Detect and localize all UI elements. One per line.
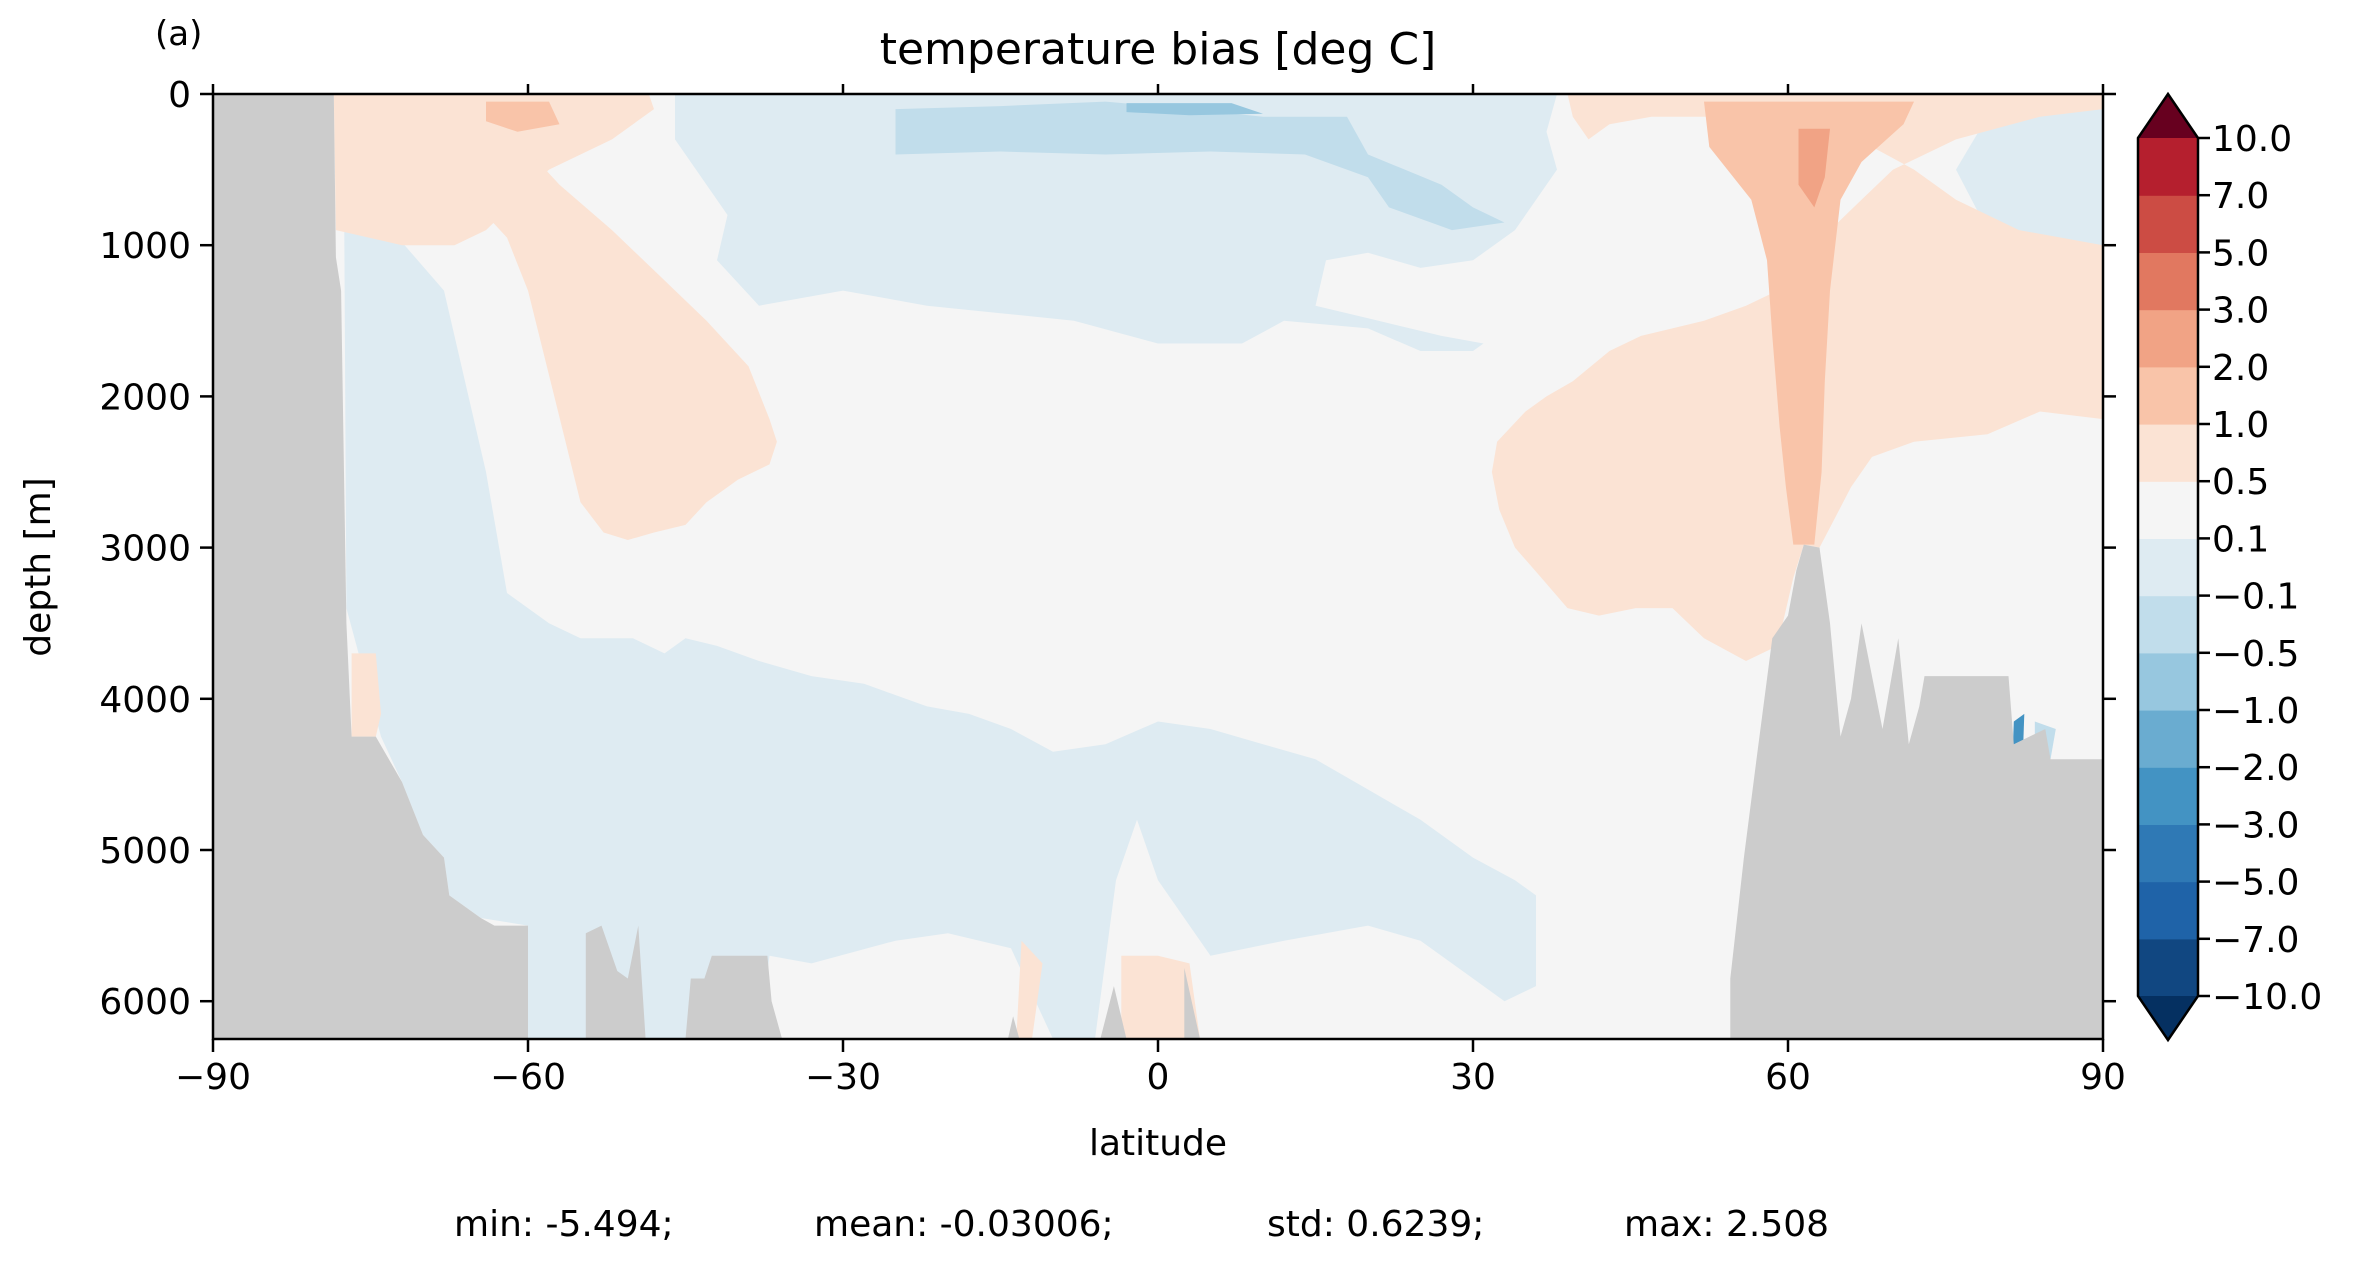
stat-min: min: -5.494; (454, 1204, 674, 1245)
y-tick-label: 4000 (99, 680, 191, 721)
colorbar-tick-label: 3.0 (2212, 291, 2269, 332)
colorbar-tick-label: 0.5 (2212, 462, 2269, 503)
colorbar-tick-label: 2.0 (2212, 348, 2269, 389)
stat-max: max: 2.508 (1624, 1204, 1829, 1245)
colorbar-tick-label: −2.0 (2212, 748, 2299, 789)
region-tropical-cold-core (1126, 103, 1263, 116)
y-tick-label: 0 (168, 75, 191, 116)
colorbar-segment (2138, 424, 2198, 482)
x-tick-label: 90 (2080, 1057, 2126, 1098)
colorbar-segment (2138, 481, 2198, 539)
region-tropical-cold-core (895, 101, 1505, 231)
colorbar-tick-label: 5.0 (2212, 233, 2269, 274)
region-land (1007, 1016, 1020, 1039)
region-land (1184, 967, 1200, 1039)
colorbar-tick-label: 10.0 (2212, 119, 2292, 160)
colorbar-tick-label: −1.0 (2212, 691, 2299, 732)
region-sst-warm-band (486, 101, 560, 132)
colorbar-tick-label: −3.0 (2212, 805, 2299, 846)
colorbar-tick-label: 0.1 (2212, 519, 2269, 560)
colorbar-segment (2138, 138, 2198, 196)
region-equatorial-deep-warm (1121, 955, 1200, 1039)
colorbar-segment (2138, 366, 2198, 425)
y-tick-label: 5000 (99, 831, 191, 872)
y-tick-label: 1000 (99, 226, 191, 267)
region-overflow-core (1798, 128, 1830, 208)
colorbar-under-arrow (2138, 996, 2198, 1040)
colorbar-segment (2138, 309, 2198, 368)
region-equatorial-deep-warm (1016, 940, 1043, 1039)
region-southern-mid-depth-warm (449, 131, 777, 541)
contour-regions (213, 94, 2103, 1039)
colorbar-segment (2138, 538, 2198, 597)
colorbar-segment (2138, 938, 2198, 997)
stats-line: min: -5.494; mean: -0.03006; std: 0.6239… (454, 1204, 1829, 1245)
y-axis-label: depth [m] (18, 477, 59, 656)
colorbar-segment (2138, 652, 2198, 711)
colorbar-segment (2138, 824, 2198, 883)
stat-std: std: 0.6239; (1267, 1204, 1484, 1245)
colorbar-tick-label: −0.1 (2212, 577, 2299, 618)
colorbar-tick-label: −5.0 (2212, 863, 2299, 904)
colorbar-segment (2138, 881, 2198, 940)
colorbar: −10.0 −7.0 −5.0 −3.0 −2.0 −1.0 −0.5 −0.1 0.1 0.5 1… (2136, 91, 2322, 1043)
region-southern-deep-cold (339, 199, 1536, 1039)
x-tick-label: 30 (1450, 1057, 1496, 1098)
colorbar-tick-label: −0.5 (2212, 634, 2299, 675)
colorbar-tick-label: 1.0 (2212, 405, 2269, 446)
colorbar-segment (2138, 252, 2198, 311)
colorbar-tick-label: −7.0 (2212, 920, 2299, 961)
colorbar-segment (2138, 595, 2198, 654)
plot-area: −90 −60 −30 0 30 60 90 0 1000 2000 3000 4000 5000 60… (99, 75, 2126, 1098)
y-tick-label: 2000 (99, 377, 191, 418)
x-tick-label: −90 (175, 1057, 251, 1098)
colorbar-tick-label: 7.0 (2212, 176, 2269, 217)
x-axis-label: latitude (1089, 1123, 1227, 1164)
region-land (1100, 986, 1127, 1039)
panel-label: (a) (155, 14, 202, 54)
region-overflow-plume-warm (1704, 101, 1914, 545)
colorbar-segment (2138, 710, 2198, 768)
region-land (685, 955, 783, 1039)
chart-title: temperature bias [deg C] (880, 24, 1437, 75)
colorbar-over-arrow (2138, 94, 2198, 138)
x-tick-label: −30 (805, 1057, 881, 1098)
x-axis-ticks: −90 −60 −30 0 30 60 90 (175, 84, 2126, 1098)
region-land (585, 925, 646, 1039)
region-land (213, 94, 528, 1039)
region-antarctic-shelf-warm (351, 653, 381, 737)
colorbar-tick-label: −10.0 (2212, 977, 2322, 1018)
colorbar-segment (2138, 767, 2198, 825)
y-tick-label: 3000 (99, 529, 191, 570)
colorbar-segment (2138, 195, 2198, 253)
y-axis-ticks: 0 1000 2000 3000 4000 5000 6000 (99, 75, 2116, 1023)
region-land (1730, 544, 2103, 1039)
x-tick-label: 0 (1147, 1057, 1170, 1098)
x-tick-label: −60 (490, 1057, 566, 1098)
y-tick-label: 6000 (99, 982, 191, 1023)
stat-mean: mean: -0.03006; (814, 1204, 1114, 1245)
x-tick-label: 60 (1765, 1057, 1811, 1098)
